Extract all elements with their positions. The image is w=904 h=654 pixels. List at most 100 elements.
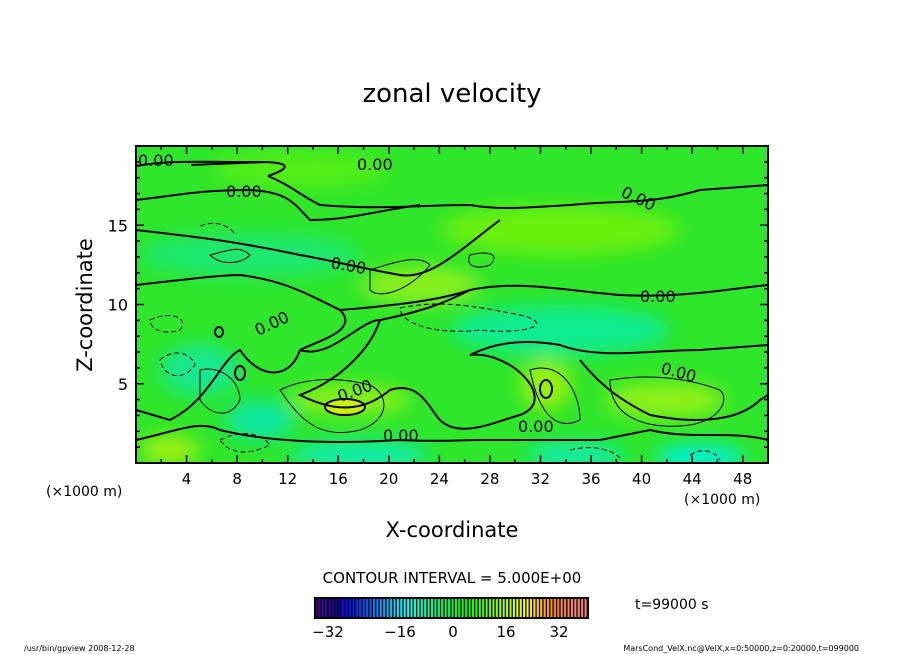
axis-ticks	[135, 145, 769, 464]
colorbar-tick-label: −16	[384, 623, 416, 641]
colorbar-stripe	[390, 598, 393, 618]
colorbar-stripe	[369, 598, 372, 618]
colorbar-stripe	[332, 598, 335, 618]
contour-label: 0.00	[138, 151, 174, 170]
colorbar-stripe	[523, 598, 526, 618]
x-tick-label: 48	[733, 470, 752, 488]
x-tick-label: 40	[632, 470, 651, 488]
x-tick-labels: 4 8 12 16 20 24 28 32 36 40 44 48	[182, 470, 752, 488]
contour-interval: CONTOUR INTERVAL = 5.000E+00	[323, 569, 582, 587]
x-unit-left: (×1000 m)	[46, 484, 122, 500]
colorbar-stripe	[413, 598, 417, 618]
contour-label: 0.00	[357, 155, 393, 174]
colorbar-stripe	[383, 598, 386, 618]
x-tick-label: 28	[480, 470, 499, 488]
colorbar-stripe	[352, 598, 355, 618]
colorbar-stripe	[366, 598, 369, 618]
y-tick-label: 15	[108, 216, 128, 235]
x-tick-label: 8	[232, 470, 242, 488]
colorbar-stripe	[526, 598, 529, 618]
colorbar-stripe	[499, 598, 502, 618]
colorbar-stripe	[328, 598, 331, 618]
y-tick-label: 5	[118, 375, 128, 394]
colorbar-stripe	[485, 598, 488, 618]
colorbar-stripe	[567, 598, 570, 618]
x-unit-right: (×1000 m)	[684, 492, 760, 508]
chart-title: zonal velocity	[362, 79, 541, 109]
colorbar-stripe	[338, 598, 341, 618]
colorbar-stripe	[400, 598, 403, 618]
colorbar-stripe	[451, 598, 454, 618]
colorbar-stripe	[335, 598, 338, 618]
colorbar-stripe	[540, 598, 543, 618]
colorbar-stripe	[373, 598, 376, 618]
colorbar-tick-label: 32	[549, 623, 568, 641]
colorbar-stripe	[509, 598, 512, 618]
x-tick-label: 4	[182, 470, 192, 488]
colorbar-stripe	[410, 598, 413, 618]
colorbar-stripe	[345, 598, 348, 618]
zero-contours	[136, 160, 768, 443]
colorbar-stripe	[489, 598, 492, 618]
colorbar-stripe	[492, 598, 495, 618]
colorbar-tick-label: 0	[448, 623, 458, 641]
y-tick-label: 10	[108, 296, 128, 315]
colorbar-stripe	[407, 598, 410, 618]
colorbar-stripe	[342, 598, 345, 618]
colorbar-stripe	[547, 598, 550, 618]
colorbar-stripe	[584, 598, 587, 618]
colorbar-tick-label: 16	[496, 623, 515, 641]
time-label: t=99000 s	[635, 597, 709, 613]
colorbar-stripe	[502, 598, 505, 618]
colorbar-tick-labels: −32 −16 0 16 32	[312, 623, 568, 641]
colorbar-stripe	[574, 598, 577, 618]
colorbar-stripe	[318, 598, 321, 618]
colorbar-stripe	[543, 598, 546, 618]
colorbar-stripe	[444, 598, 447, 618]
x-axis-label: X-coordinate	[386, 518, 519, 542]
colorbar-stripe	[417, 598, 420, 618]
colorbar	[315, 598, 588, 618]
colorbar-stripe	[577, 598, 580, 618]
colorbar-frame	[314, 597, 589, 619]
contour-label: 0.00	[518, 417, 554, 436]
colorbar-stripe	[550, 598, 553, 618]
x-tick-label: 12	[278, 470, 297, 488]
colorbar-stripe	[506, 598, 509, 618]
colorbar-stripe	[482, 598, 485, 618]
colorbar-stripe	[557, 598, 560, 618]
contour-label: 0.00	[640, 287, 676, 306]
colorbar-stripe	[437, 598, 440, 618]
colorbar-stripe	[533, 598, 536, 618]
positive-contours	[199, 248, 725, 434]
colorbar-stripe	[359, 598, 362, 618]
contour-label: 0.00	[226, 182, 262, 201]
colorbar-tick-label: −32	[312, 623, 344, 641]
colorbar-stripe	[349, 598, 352, 618]
colorbar-stripe	[478, 598, 481, 618]
colorbar-stripe	[458, 598, 461, 618]
y-axis-label: Z-coordinate	[73, 238, 97, 372]
colorbar-stripe	[362, 598, 365, 618]
colorbar-stripe	[581, 598, 584, 618]
colorbar-stripe	[393, 598, 396, 618]
colorbar-stripe	[325, 598, 328, 618]
x-tick-label: 44	[683, 470, 702, 488]
colorbar-stripe	[519, 598, 522, 618]
colorbar-stripe	[560, 598, 563, 618]
colorbar-stripe	[431, 598, 434, 618]
colorbar-stripe	[448, 598, 451, 618]
colorbar-stripe	[420, 598, 423, 618]
colorbar-stripe	[379, 598, 382, 618]
colorbar-stripe	[536, 598, 539, 618]
colorbar-stripe	[403, 598, 406, 618]
colorbar-stripe	[321, 598, 324, 618]
plot-area: 0.00 0.00 0.00 0.00 0.00 0.00 0.00 0.00 …	[136, 146, 768, 463]
colorbar-stripe	[465, 598, 468, 618]
footer-left: /usr/bin/gpview 2008-12-28	[24, 644, 135, 653]
x-tick-label: 16	[329, 470, 348, 488]
colorbar-stripe	[396, 598, 399, 618]
colorbar-stripe	[475, 598, 478, 618]
colorbar-stripe	[355, 598, 358, 618]
